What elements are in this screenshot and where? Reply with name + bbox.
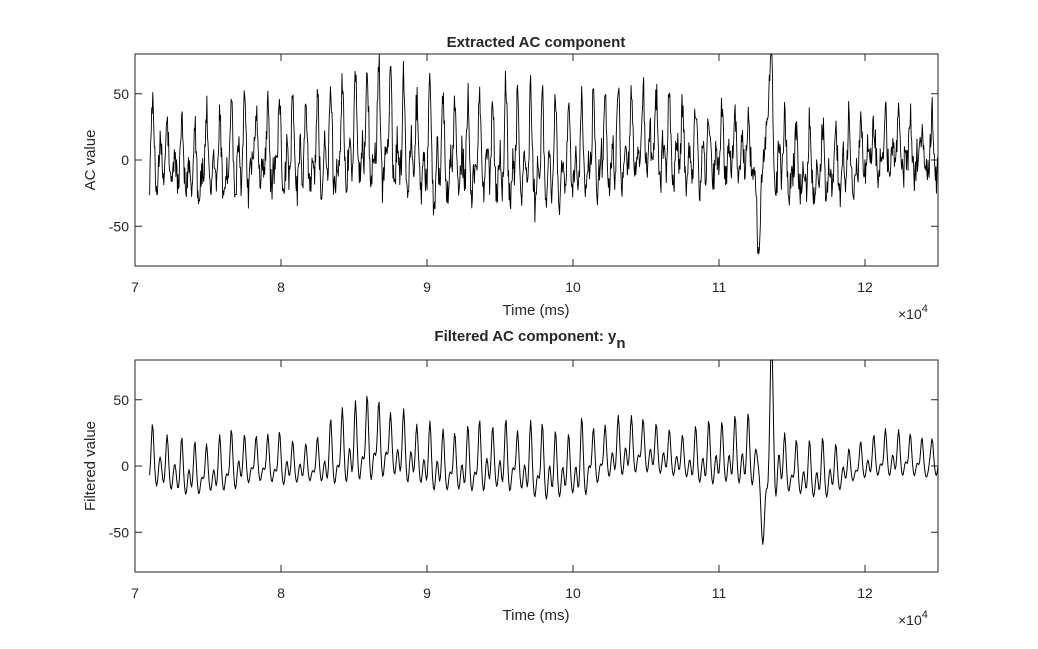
y-tick-label: 0 <box>121 152 129 168</box>
tick-layer <box>134 54 938 266</box>
y-tick-label: -50 <box>109 218 129 234</box>
chart-title: Extracted AC component <box>447 34 626 51</box>
x-exponent: ×104 <box>898 609 928 628</box>
y-tick-label: 0 <box>121 458 129 474</box>
y-axis-label: AC value <box>82 130 99 191</box>
axes-filtered: Filtered AC component: yn 7 8 9 10 11 12 -50 0 5… <box>82 328 939 628</box>
x-tick-label: 10 <box>565 585 581 601</box>
y-tick-label: -50 <box>109 524 129 540</box>
chart-title: Filtered AC component: yn <box>434 328 625 352</box>
tick-label-layer: 7 8 9 10 11 12 -50 0 50 <box>109 86 873 295</box>
x-exponent-base: ×10 <box>898 306 922 322</box>
x-tick-label: 10 <box>565 279 581 295</box>
chart-title-subscript: n <box>616 335 625 352</box>
x-exponent-base: ×10 <box>898 612 922 628</box>
plot-frame <box>134 53 939 267</box>
x-axis-label: Time (ms) <box>503 302 570 319</box>
x-exponent: ×104 <box>898 303 928 322</box>
x-tick-label: 7 <box>131 279 139 295</box>
x-tick-label: 8 <box>277 585 285 601</box>
axes-extracted: Extracted AC component 7 8 9 10 11 12 -50 0 50 T… <box>82 34 939 322</box>
tick-label-layer: 7 8 9 10 11 12 -50 0 50 <box>109 392 873 601</box>
series-line-ac <box>149 53 939 255</box>
x-tick-label: 9 <box>423 585 431 601</box>
x-exponent-power: 4 <box>922 303 928 315</box>
plot-frame <box>134 359 939 573</box>
x-tick-label: 8 <box>277 279 285 295</box>
x-axis-label: Time (ms) <box>503 607 570 624</box>
x-exponent-power: 4 <box>922 609 928 621</box>
tick-layer <box>134 360 938 572</box>
y-tick-label: 50 <box>113 86 129 102</box>
x-tick-label: 11 <box>712 585 727 601</box>
x-tick-label: 7 <box>131 585 139 601</box>
x-tick-label: 12 <box>857 279 873 295</box>
chart-title-text: Filtered AC component: y <box>434 328 617 345</box>
y-axis-label: Filtered value <box>82 421 99 511</box>
series-line-filtered <box>149 359 939 545</box>
x-tick-label: 12 <box>857 585 873 601</box>
x-tick-label: 9 <box>423 279 431 295</box>
y-tick-label: 50 <box>113 392 129 408</box>
x-tick-label: 11 <box>712 279 727 295</box>
